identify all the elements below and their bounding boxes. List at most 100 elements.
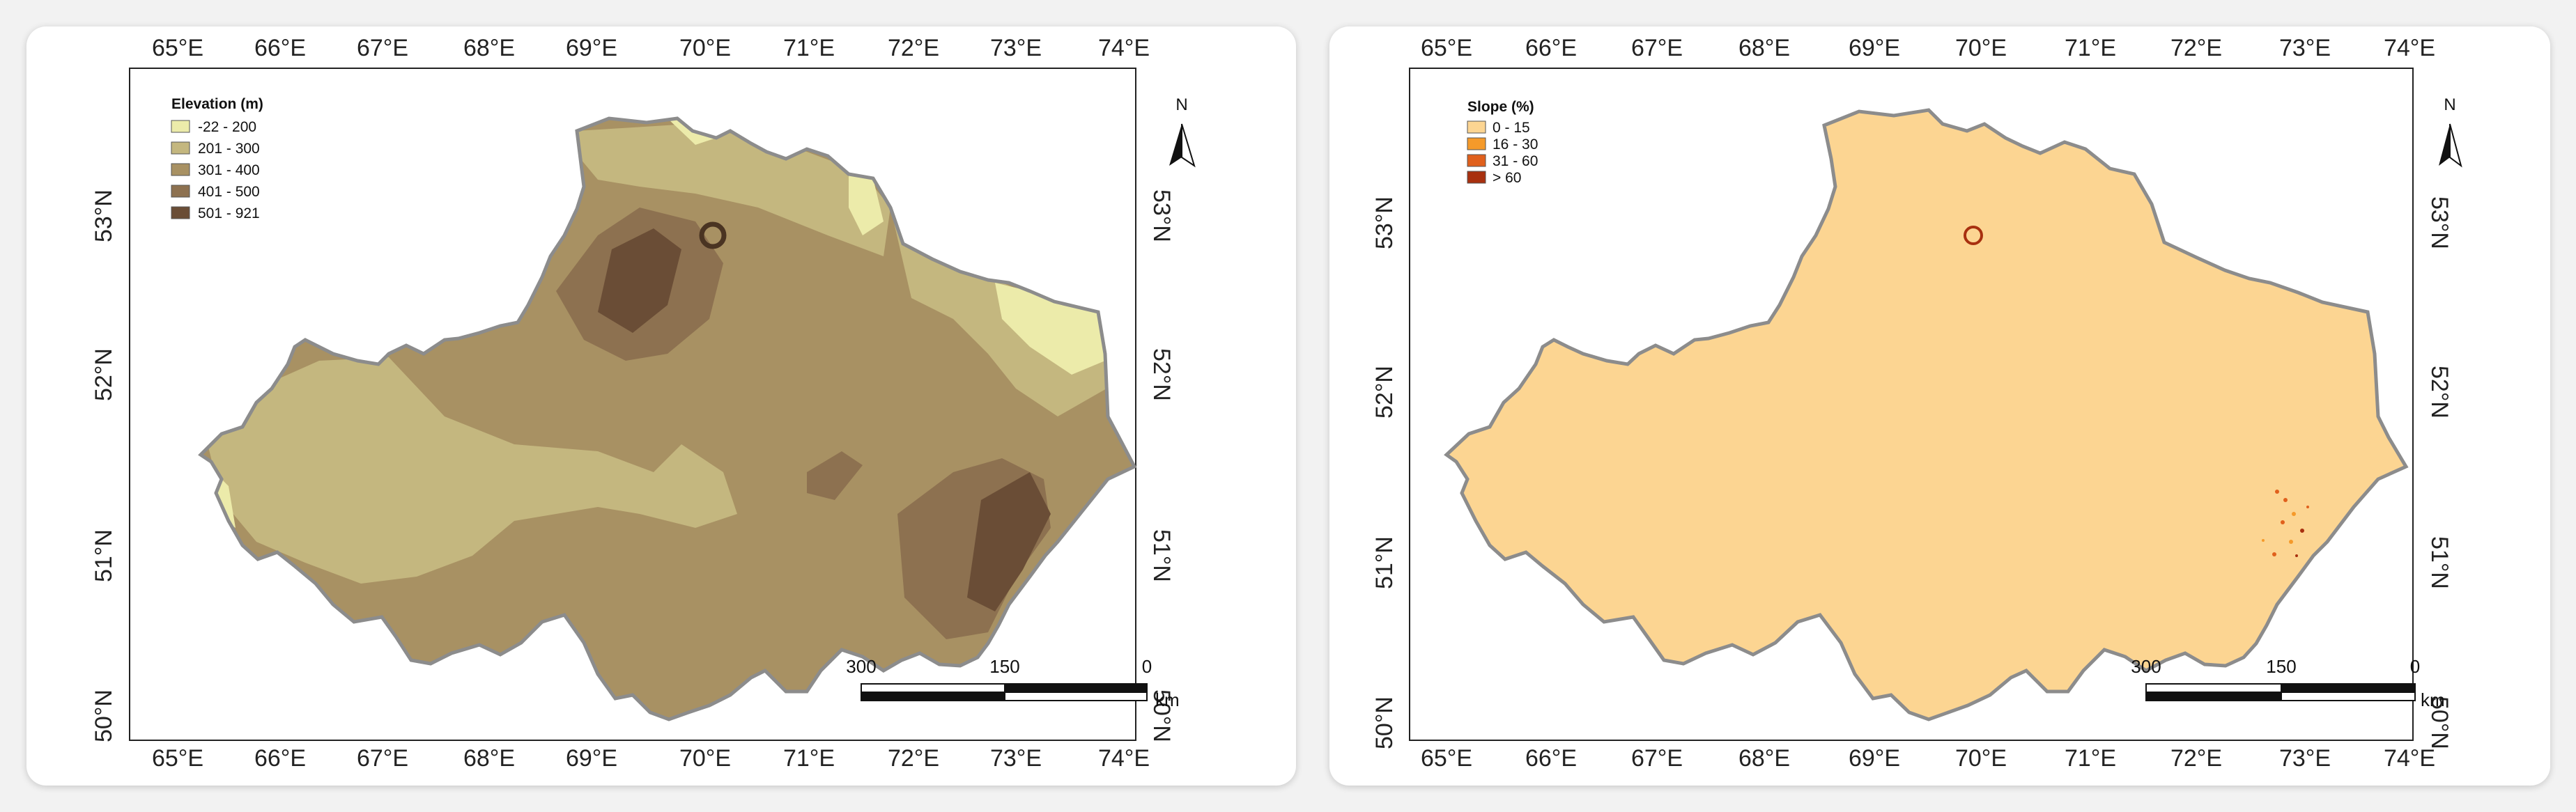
lon-tick-bottom: 73°E — [990, 745, 1042, 772]
scale-label: 0 — [1142, 656, 1152, 677]
lat-tick-left: 53°N — [91, 189, 117, 242]
scale-segment — [1005, 684, 1147, 692]
lon-tick-top: 69°E — [566, 35, 617, 61]
lon-tick-bottom: 69°E — [1849, 745, 1900, 772]
lon-tick-top: 73°E — [2279, 35, 2331, 61]
north-arrow-icon — [2439, 124, 2450, 166]
legend-label: 0 - 15 — [1493, 120, 1530, 136]
lon-tick-bottom: 67°E — [357, 745, 408, 772]
scale-segment — [2281, 684, 2415, 692]
lon-tick-bottom: 72°E — [888, 745, 939, 772]
lon-tick-bottom: 67°E — [1631, 745, 1683, 772]
scale-unit: km — [1155, 689, 1180, 710]
lon-tick-top: 74°E — [2384, 35, 2435, 61]
legend-title: Elevation (m) — [171, 96, 263, 112]
lon-tick-top: 67°E — [1631, 35, 1683, 61]
slope-dot — [2295, 554, 2298, 557]
legend-label: 31 - 60 — [1493, 153, 1538, 169]
scale-segment — [2281, 692, 2415, 701]
legend-swatch — [171, 164, 190, 175]
slope-map: 65°E 66°E 67°E 68°E 69°E 70°E 71°E 72°E … — [1329, 26, 2550, 786]
lon-tick-top: 73°E — [990, 35, 1042, 61]
lon-tick-bottom: 65°E — [1421, 745, 1472, 772]
lon-tick-top: 72°E — [2170, 35, 2222, 61]
lon-tick-top: 69°E — [1849, 35, 1900, 61]
legend-swatch — [1467, 171, 1486, 183]
lon-tick-top: 66°E — [1525, 35, 1577, 61]
legend-swatch — [171, 142, 190, 154]
lat-tick-left: 50°N — [91, 689, 117, 742]
lon-tick-bottom: 71°E — [783, 745, 835, 772]
legend-title: Slope (%) — [1467, 99, 1534, 115]
legend-swatch — [1467, 121, 1486, 133]
lon-tick-bottom: 69°E — [566, 745, 617, 772]
north-arrow-icon-half — [1182, 124, 1194, 166]
lon-tick-bottom: 68°E — [1738, 745, 1790, 772]
legend-swatch — [1467, 155, 1486, 166]
lon-tick-top: 67°E — [357, 35, 408, 61]
north-arrow-icon — [1169, 124, 1182, 166]
lat-tick-left: 51°N — [91, 529, 117, 582]
slope-dot — [2306, 506, 2309, 508]
lat-tick-left: 52°N — [91, 348, 117, 401]
lon-tick-top: 68°E — [1738, 35, 1790, 61]
legend-swatch — [1467, 138, 1486, 150]
legend-label: 201 - 300 — [198, 141, 260, 157]
lon-tick-bottom: 72°E — [2170, 745, 2222, 772]
north-label: N — [1175, 95, 1187, 114]
elevation-map: 65°E 66°E 67°E 68°E 69°E 70°E 71°E 72°E … — [26, 26, 1296, 786]
legend-label: 301 - 400 — [198, 162, 260, 178]
scale-segment — [861, 692, 1005, 701]
lat-tick-left: 51°N — [1371, 536, 1398, 589]
north-arrow-icon-half — [2450, 124, 2461, 166]
north-arrow: N — [2439, 95, 2461, 166]
north-label: N — [2444, 95, 2455, 114]
lon-tick-top: 70°E — [679, 35, 731, 61]
legend-swatch — [171, 120, 190, 132]
lon-tick-top: 68°E — [463, 35, 515, 61]
scale-label: 150 — [989, 656, 1019, 677]
lon-tick-top: 65°E — [152, 35, 203, 61]
lon-tick-bottom: 66°E — [254, 745, 306, 772]
lon-tick-top: 72°E — [888, 35, 939, 61]
scale-unit: km — [2421, 689, 2445, 710]
elevation-map-card: 65°E 66°E 67°E 68°E 69°E 70°E 71°E 72°E … — [26, 26, 1296, 786]
scale-label: 300 — [846, 656, 876, 677]
lat-tick-right: 52°N — [2426, 366, 2453, 419]
slope-dot — [2292, 512, 2296, 516]
north-arrow: N — [1169, 95, 1194, 166]
slope-map-card: 65°E 66°E 67°E 68°E 69°E 70°E 71°E 72°E … — [1329, 26, 2550, 786]
legend-swatch — [171, 207, 190, 219]
slope-dot — [2300, 529, 2304, 533]
lon-tick-bottom: 71°E — [2065, 745, 2116, 772]
lon-tick-bottom: 70°E — [679, 745, 731, 772]
legend-label: > 60 — [1493, 170, 1521, 186]
slope-dot — [2281, 520, 2285, 524]
slope-dot — [2289, 540, 2293, 544]
scale-label: 0 — [2410, 656, 2420, 677]
lon-tick-bottom: 66°E — [1525, 745, 1577, 772]
slope-dot — [2283, 498, 2288, 502]
lon-tick-bottom: 70°E — [1955, 745, 2007, 772]
slope-dot — [2262, 539, 2265, 542]
legend-label: -22 - 200 — [198, 119, 256, 135]
lat-tick-right: 51°N — [2426, 536, 2453, 589]
lat-tick-right: 52°N — [1148, 348, 1175, 401]
lon-tick-top: 66°E — [254, 35, 306, 61]
legend-label: 16 - 30 — [1493, 136, 1538, 153]
scale-segment — [1005, 692, 1147, 701]
scale-segment — [2146, 692, 2281, 701]
lon-tick-bottom: 68°E — [463, 745, 515, 772]
lon-tick-top: 71°E — [2065, 35, 2116, 61]
lon-tick-top: 65°E — [1421, 35, 1472, 61]
legend-label: 401 - 500 — [198, 184, 260, 200]
legend-swatch — [171, 185, 190, 197]
lon-tick-top: 74°E — [1098, 35, 1150, 61]
lat-tick-left: 53°N — [1371, 196, 1398, 249]
scale-segment — [861, 684, 1005, 692]
slope-dot — [2272, 552, 2276, 556]
lon-tick-bottom: 73°E — [2279, 745, 2331, 772]
legend-label: 501 - 921 — [198, 205, 260, 221]
lat-tick-left: 50°N — [1371, 696, 1398, 749]
scale-label: 300 — [2131, 656, 2161, 677]
